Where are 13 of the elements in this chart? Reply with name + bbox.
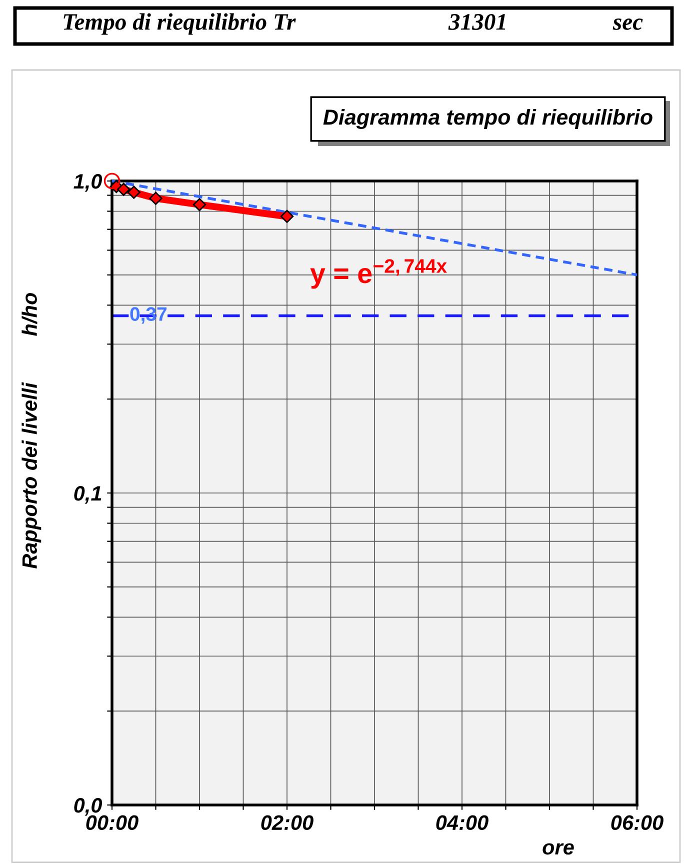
y-axis-title: Rapporto dei livelli h/ho <box>22 292 42 569</box>
text: 31301 <box>448 14 506 30</box>
x-tick-label: 02:00 <box>261 815 314 830</box>
y-tick-label: 0,1 <box>74 486 102 504</box>
x-tick-label: 04:00 <box>436 815 488 830</box>
y-tick-label: 1,0 <box>74 174 102 192</box>
x-axis-title: ore <box>542 843 574 855</box>
x-tick-label: 00:00 <box>86 815 138 830</box>
chart-title: Diagramma tempo di riequilibrio <box>323 108 652 130</box>
y-tick-label: 0,0 <box>74 798 102 816</box>
x-tick-label: 06:00 <box>611 815 664 830</box>
text: Tempo di riequilibrio Tr <box>64 13 296 35</box>
text: sec <box>612 18 643 30</box>
